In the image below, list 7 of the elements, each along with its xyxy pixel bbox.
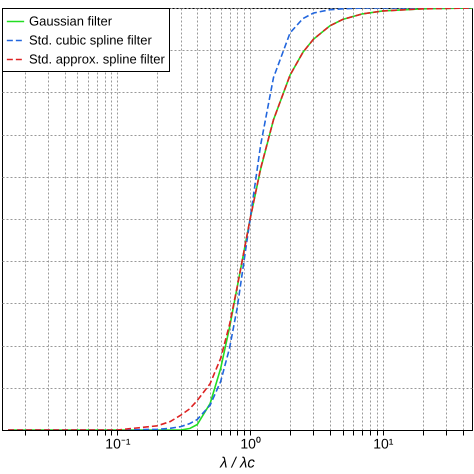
- x-tick-label: 10⁰: [240, 436, 261, 452]
- x-tick-label: 10⁻¹: [105, 436, 131, 452]
- x-tick-label: 10¹: [373, 436, 394, 452]
- x-axis-title: λ / λc: [219, 454, 256, 472]
- legend-label: Std. approx. spline filter: [29, 52, 166, 66]
- legend-label: Gaussian filter: [29, 14, 113, 28]
- legend-label: Std. cubic spline filter: [29, 32, 153, 48]
